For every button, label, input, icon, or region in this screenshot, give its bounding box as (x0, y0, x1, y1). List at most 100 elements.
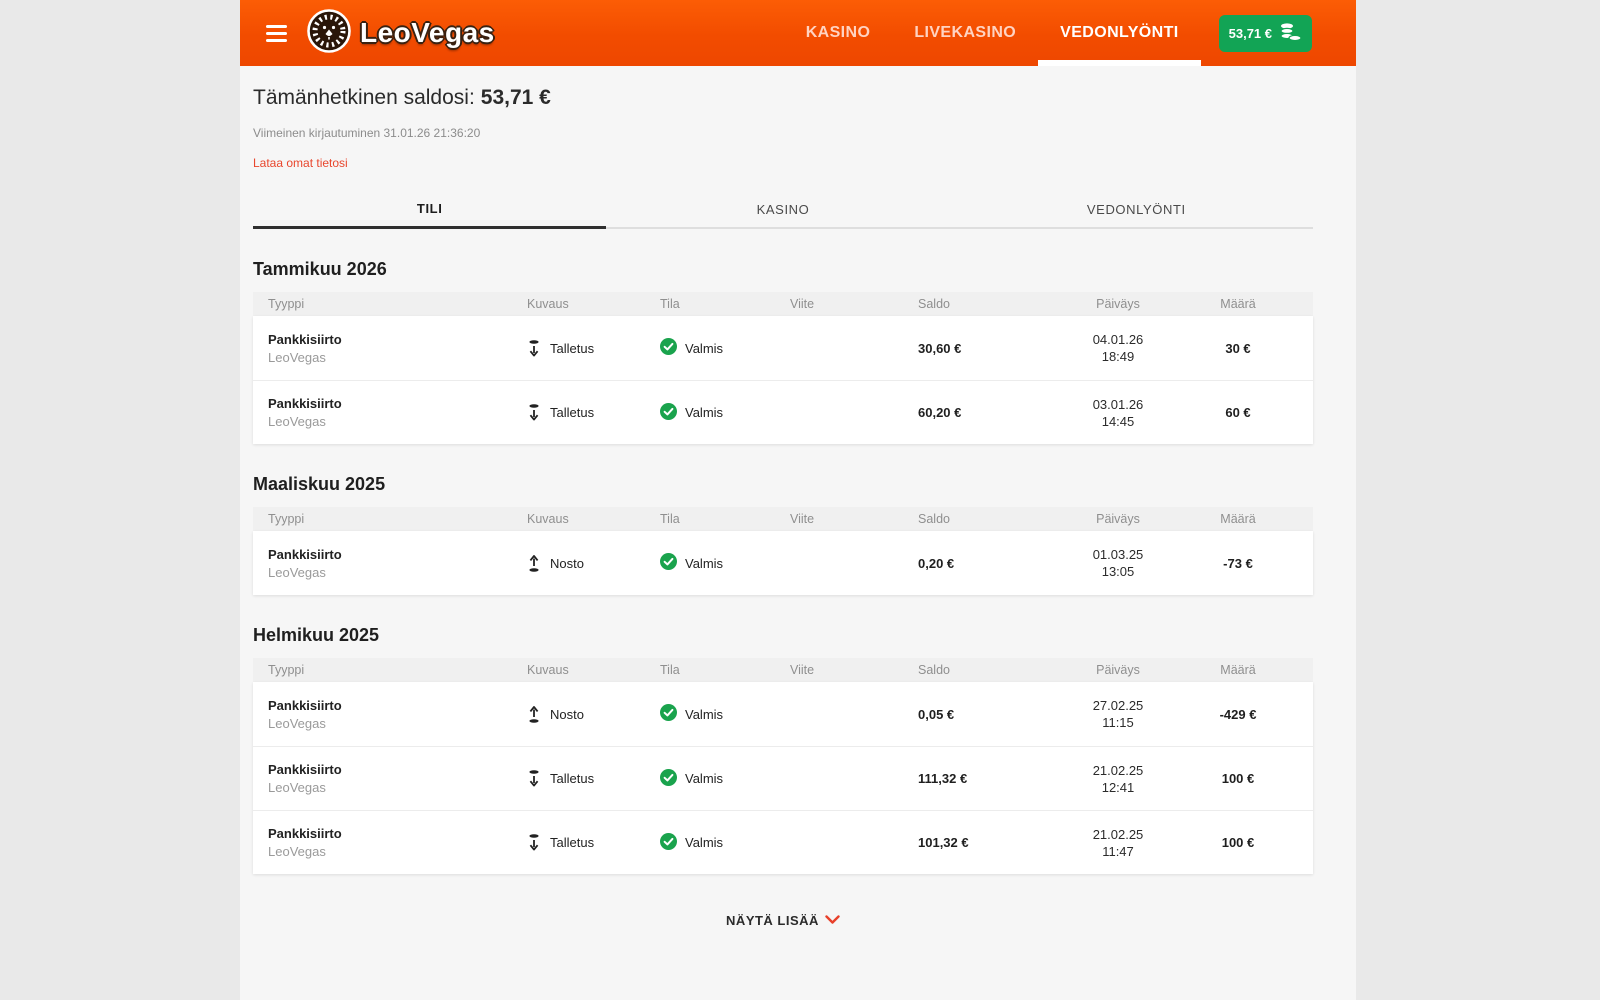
transaction-description: Talletus (550, 835, 595, 850)
column-header-paivays: Päiväys (1096, 663, 1140, 677)
transaction-type: Pankkisiirto (268, 331, 342, 347)
month-section: Maaliskuu 2025 Tyyppi Kuvaus Tila Viite … (253, 474, 1313, 595)
tab-tili[interactable]: TILI (253, 192, 607, 229)
date-cell: 21.02.25 11:47 (1058, 826, 1178, 860)
date-cell: 21.02.25 12:41 (1058, 762, 1178, 796)
transaction-provider: LeoVegas (268, 715, 326, 731)
lion-logo-icon (306, 8, 352, 59)
withdraw-icon (527, 705, 541, 724)
table-rows: Pankkisiirto LeoVegas Nosto (253, 682, 1313, 874)
balance-cell: 101,32 € (918, 835, 969, 850)
transaction-status: Valmis (685, 340, 724, 356)
column-header-tyyppi: Tyyppi (268, 512, 305, 526)
transaction-date: 21.02.25 (1092, 762, 1144, 778)
transaction-provider: LeoVegas (268, 844, 326, 859)
amount-cell: 100 € (1221, 771, 1255, 786)
current-balance-value: 53,71 € (480, 86, 551, 109)
download-data-link[interactable]: Lataa omat tietosi (253, 156, 348, 170)
date-cell: 03.01.26 14:45 (1058, 396, 1178, 430)
transaction-time: 18:49 (1101, 349, 1135, 364)
table-header-row: Tyyppi Kuvaus Tila Viite Saldo Päiväys M… (253, 658, 1313, 682)
description-cell: Nosto (527, 705, 660, 724)
date-cell: 04.01.26 18:49 (1058, 331, 1178, 365)
status-cell: Valmis (660, 704, 790, 724)
show-more-wrap: NÄYTÄ LISÄÄ (253, 912, 1313, 930)
description-cell: Talletus (527, 403, 660, 422)
transaction-time: 13:05 (1101, 564, 1135, 579)
month-section: Tammikuu 2026 Tyyppi Kuvaus Tila Viite S… (253, 259, 1313, 444)
status-cell: Valmis (660, 832, 790, 853)
transaction-row: Pankkisiirto LeoVegas Talletus (253, 380, 1313, 444)
type-cell: Pankkisiirto LeoVegas (268, 547, 527, 580)
transaction-provider: LeoVegas (268, 414, 326, 429)
status-check-icon (660, 553, 677, 573)
transaction-time: 11:47 (1102, 843, 1134, 859)
column-header-kuvaus: Kuvaus (527, 663, 569, 677)
account-page: Tämänhetkinen saldosi: 53,71 € Viimeinen … (240, 66, 1356, 970)
hamburger-menu-button[interactable] (256, 13, 296, 53)
column-header-kuvaus: Kuvaus (527, 512, 569, 526)
column-header-kuvaus: Kuvaus (527, 297, 569, 311)
type-cell: Pankkisiirto LeoVegas (268, 762, 527, 795)
amount-cell: 30 € (1225, 340, 1251, 356)
column-header-paivays: Päiväys (1096, 512, 1140, 526)
brand-wordmark: LeoVegas (360, 17, 495, 48)
status-cell: Valmis (660, 768, 790, 789)
transaction-type: Pankkisiirto (268, 762, 342, 777)
table-header-row: Tyyppi Kuvaus Tila Viite Saldo Päiväys M… (253, 292, 1313, 316)
transaction-status: Valmis (685, 405, 724, 420)
column-header-viite: Viite (790, 297, 815, 311)
status-cell: Valmis (660, 553, 790, 573)
status-cell: Valmis (660, 402, 790, 423)
balance-cell: 0,05 € (918, 706, 955, 722)
column-header-maara: Määrä (1220, 663, 1256, 677)
status-check-icon (660, 704, 677, 724)
transaction-row: Pankkisiirto LeoVegas Nosto (253, 531, 1313, 595)
column-header-saldo: Saldo (918, 663, 950, 677)
show-more-button[interactable]: NÄYTÄ LISÄÄ (726, 913, 840, 928)
transaction-provider: LeoVegas (268, 564, 326, 580)
transaction-status: Valmis (685, 706, 724, 722)
transaction-description: Talletus (550, 771, 595, 786)
brand-logo[interactable]: LeoVegas (306, 8, 495, 59)
transaction-sections: Tammikuu 2026 Tyyppi Kuvaus Tila Viite S… (253, 259, 1313, 874)
column-header-maara: Määrä (1220, 297, 1256, 311)
nav-item-livekasino[interactable]: LIVEKASINO (892, 0, 1038, 66)
nav-item-vedonlyonti[interactable]: VEDONLYÖNTI (1038, 0, 1201, 66)
amount-cell: 60 € (1225, 405, 1251, 420)
type-cell: Pankkisiirto LeoVegas (268, 332, 527, 365)
transaction-type: Pankkisiirto (268, 826, 342, 841)
transaction-row: Pankkisiirto LeoVegas Nosto (253, 682, 1313, 746)
app-column: LeoVegas KASINO LIVEKASINO VEDONLYÖNTI 5… (240, 0, 1356, 1000)
column-header-saldo: Saldo (918, 512, 950, 526)
nav-item-kasino[interactable]: KASINO (784, 0, 893, 66)
type-cell: Pankkisiirto LeoVegas (268, 396, 527, 429)
deposit-icon (527, 833, 541, 852)
status-check-icon (660, 832, 677, 853)
transaction-description: Nosto (550, 555, 584, 571)
description-cell: Talletus (527, 339, 660, 358)
status-check-icon (660, 338, 677, 358)
date-cell: 01.03.25 13:05 (1058, 546, 1178, 580)
status-cell: Valmis (660, 338, 790, 358)
transaction-time: 14:45 (1101, 413, 1135, 429)
show-more-label: NÄYTÄ LISÄÄ (726, 913, 819, 928)
status-check-icon (660, 768, 677, 789)
withdraw-icon (527, 554, 541, 573)
history-tabs: TILI KASINO VEDONLYÖNTI (253, 192, 1313, 229)
month-section-title: Tammikuu 2026 (253, 259, 387, 279)
transaction-date: 04.01.26 (1092, 332, 1144, 347)
balance-cell: 111,32 € (918, 771, 968, 786)
column-header-paivays: Päiväys (1096, 297, 1140, 311)
type-cell: Pankkisiirto LeoVegas (268, 826, 527, 859)
current-balance-heading: Tämänhetkinen saldosi: 53,71 € (253, 66, 1313, 110)
balance-chip-button[interactable]: 53,71 € (1218, 14, 1312, 52)
column-header-tyyppi: Tyyppi (268, 663, 305, 677)
transaction-type: Pankkisiirto (268, 546, 342, 562)
current-balance-label: Tämänhetkinen saldosi: (253, 86, 475, 109)
last-login-text: Viimeinen kirjautuminen 31.01.26 21:36:2… (253, 126, 481, 140)
column-header-tyyppi: Tyyppi (268, 297, 305, 311)
transaction-row: Pankkisiirto LeoVegas Talletus (253, 316, 1313, 380)
tab-vedonlyonti[interactable]: VEDONLYÖNTI (959, 192, 1313, 229)
tab-kasino[interactable]: KASINO (606, 192, 960, 229)
